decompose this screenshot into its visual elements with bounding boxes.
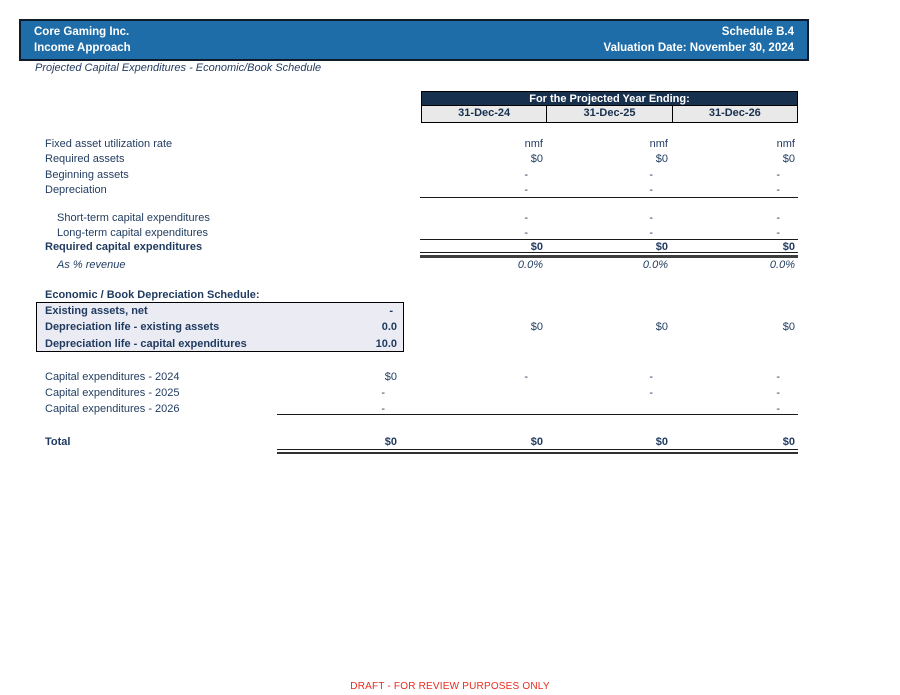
schedule-subtitle: Projected Capital Expenditures - Economi… bbox=[35, 62, 322, 74]
row-label: Existing assets, net bbox=[45, 305, 148, 317]
row-depreciation: Depreciation - - - bbox=[0, 183, 900, 198]
cell-book-value: 10.0 bbox=[375, 338, 397, 350]
cell-dec24: - bbox=[524, 184, 528, 196]
cell-dec24: - bbox=[524, 212, 528, 224]
cell-dec25: $0 bbox=[655, 436, 668, 448]
rule-under-depreciation bbox=[420, 197, 798, 198]
cell-dec26: nmf bbox=[776, 138, 795, 150]
row-beginning-assets: Beginning assets - - - bbox=[0, 168, 900, 183]
row-existing-assets-net: Existing assets, net - bbox=[0, 304, 900, 319]
row-fixed-asset-utilization-rate: Fixed asset utilization rate nmf nmf nmf bbox=[0, 137, 900, 152]
row-label: Depreciation bbox=[45, 184, 107, 196]
cell-dec24: $0 bbox=[530, 321, 543, 333]
valuation-date: Valuation Date: November 30, 2024 bbox=[603, 42, 794, 54]
row-label: Capital expenditures - 2025 bbox=[45, 387, 180, 399]
company-name: Core Gaming Inc. bbox=[34, 26, 130, 38]
year-header-title: For the Projected Year Ending: bbox=[421, 91, 798, 106]
cell-dec24: $0 bbox=[530, 241, 543, 253]
title-bar-left: Core Gaming Inc. Income Approach bbox=[34, 24, 131, 56]
projection-year-header: For the Projected Year Ending: 31-Dec-24… bbox=[421, 91, 798, 123]
title-bar: Core Gaming Inc. Income Approach Schedul… bbox=[19, 19, 809, 61]
cell-dec26: $0 bbox=[782, 321, 795, 333]
column-header-dec26: 31-Dec-26 bbox=[672, 106, 798, 123]
cell-book-value: $0 bbox=[384, 371, 397, 383]
row-label: Depreciation life - existing assets bbox=[45, 321, 220, 333]
cell-dec24: nmf bbox=[524, 138, 543, 150]
row-label: Fixed asset utilization rate bbox=[45, 138, 173, 150]
cell-dec26: $0 bbox=[782, 241, 795, 253]
row-short-term-capex: Short-term capital expenditures - - - bbox=[0, 211, 900, 226]
cell-dec26: - bbox=[776, 227, 780, 239]
cell-book-value: 0.0 bbox=[381, 321, 397, 333]
column-header-dec25: 31-Dec-25 bbox=[547, 106, 673, 123]
row-dep-life-existing: Depreciation life - existing assets 0.0 … bbox=[0, 320, 900, 335]
cell-dec26: 0.0% bbox=[769, 259, 795, 271]
row-as-percent-revenue: As % revenue 0.0% 0.0% 0.0% bbox=[0, 258, 900, 273]
row-long-term-capex: Long-term capital expenditures - - - bbox=[0, 226, 900, 241]
cell-dec25: - bbox=[649, 371, 653, 383]
cell-dec24: $0 bbox=[530, 153, 543, 165]
row-label: As % revenue bbox=[57, 259, 126, 271]
cell-dec24: $0 bbox=[530, 436, 543, 448]
cell-dec26: - bbox=[776, 403, 780, 415]
cell-dec25: - bbox=[649, 212, 653, 224]
draft-watermark: DRAFT - FOR REVIEW PURPOSES ONLY bbox=[350, 681, 550, 692]
row-label: Capital expenditures - 2026 bbox=[45, 403, 180, 415]
rule-under-long-term-capex bbox=[420, 239, 798, 240]
section-heading: Economic / Book Depreciation Schedule: bbox=[45, 289, 260, 301]
cell-dec25: 0.0% bbox=[642, 259, 668, 271]
row-label: Beginning assets bbox=[45, 169, 129, 181]
row-label: Capital expenditures - 2024 bbox=[45, 371, 180, 383]
cell-dec25: $0 bbox=[655, 321, 668, 333]
schedule-ref: Schedule B.4 bbox=[721, 26, 794, 38]
row-capex-2026: Capital expenditures - 2026 - - bbox=[0, 402, 900, 417]
row-label: Required capital expenditures bbox=[45, 241, 203, 253]
rule-above-total bbox=[277, 414, 798, 415]
cell-dec26: - bbox=[776, 212, 780, 224]
row-label: Total bbox=[45, 436, 71, 448]
cell-book-value: - bbox=[389, 305, 393, 317]
row-dep-schedule-header: Economic / Book Depreciation Schedule: bbox=[0, 288, 900, 303]
cell-dec24: - bbox=[524, 227, 528, 239]
cell-dec25: nmf bbox=[649, 138, 668, 150]
row-dep-life-capex: Depreciation life - capital expenditures… bbox=[0, 337, 900, 352]
column-header-dec24: 31-Dec-24 bbox=[421, 106, 548, 123]
cell-dec25: - bbox=[649, 387, 653, 399]
cell-dec26: - bbox=[776, 169, 780, 181]
cell-dec25: $0 bbox=[655, 153, 668, 165]
cell-book-value: - bbox=[381, 387, 385, 399]
row-label: Required assets bbox=[45, 153, 125, 165]
row-label: Short-term capital expenditures bbox=[57, 212, 210, 224]
year-header-columns: 31-Dec-24 31-Dec-25 31-Dec-26 bbox=[421, 106, 798, 123]
cell-dec26: - bbox=[776, 184, 780, 196]
cell-dec24: - bbox=[524, 371, 528, 383]
cell-dec26: $0 bbox=[782, 153, 795, 165]
cell-dec26: - bbox=[776, 387, 780, 399]
depreciation-input-box bbox=[36, 302, 404, 352]
row-label: Depreciation life - capital expenditures bbox=[45, 338, 247, 350]
cell-book-value: $0 bbox=[384, 436, 397, 448]
row-capex-2024: Capital expenditures - 2024 $0 - - - bbox=[0, 370, 900, 385]
row-label: Long-term capital expenditures bbox=[57, 227, 209, 239]
cell-dec24: 0.0% bbox=[517, 259, 543, 271]
title-bar-right: Schedule B.4 Valuation Date: November 30… bbox=[604, 24, 794, 56]
cell-dec25: - bbox=[649, 184, 653, 196]
double-rule-required-capex bbox=[420, 252, 798, 258]
cell-dec25: - bbox=[649, 169, 653, 181]
row-total: Total $0 $0 $0 $0 bbox=[0, 435, 900, 450]
cell-dec26: - bbox=[776, 371, 780, 383]
row-required-assets: Required assets $0 $0 $0 bbox=[0, 152, 900, 167]
cell-dec25: - bbox=[649, 227, 653, 239]
row-capex-2025: Capital expenditures - 2025 - - - bbox=[0, 386, 900, 401]
row-required-capital-expenditures: Required capital expenditures $0 $0 $0 bbox=[0, 240, 900, 255]
cell-book-value: - bbox=[381, 403, 385, 415]
cell-dec25: $0 bbox=[655, 241, 668, 253]
cell-dec24: - bbox=[524, 169, 528, 181]
cell-dec26: $0 bbox=[782, 436, 795, 448]
double-rule-total bbox=[277, 449, 798, 454]
approach-name: Income Approach bbox=[34, 42, 131, 54]
